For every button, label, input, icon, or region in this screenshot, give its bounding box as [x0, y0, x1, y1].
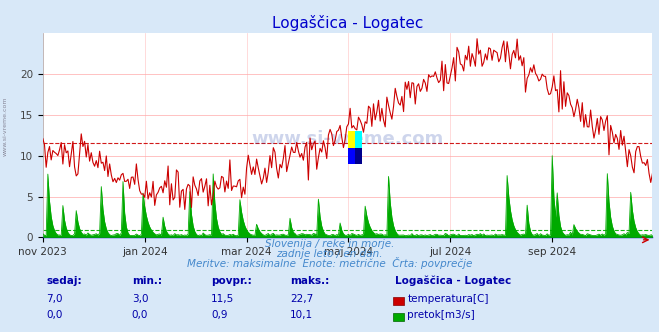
Text: Slovenija / reke in morje.: Slovenija / reke in morje.: [265, 239, 394, 249]
Text: 10,1: 10,1: [290, 310, 313, 320]
Text: www.si-vreme.com: www.si-vreme.com: [3, 96, 8, 156]
Text: 7,0: 7,0: [46, 294, 63, 304]
Text: 11,5: 11,5: [211, 294, 234, 304]
Text: maks.:: maks.:: [290, 276, 330, 286]
Text: www.si-vreme.com: www.si-vreme.com: [252, 130, 444, 148]
Text: sedaj:: sedaj:: [46, 276, 82, 286]
Bar: [355, 147, 362, 164]
Text: Logaščica - Logatec: Logaščica - Logatec: [395, 275, 511, 286]
Bar: [355, 131, 362, 147]
Text: zadnje leto / en dan.: zadnje leto / en dan.: [276, 249, 383, 259]
Text: 0,0: 0,0: [132, 310, 148, 320]
Text: 0,0: 0,0: [46, 310, 63, 320]
Text: temperatura[C]: temperatura[C]: [407, 294, 489, 304]
Text: 0,9: 0,9: [211, 310, 227, 320]
Bar: [349, 131, 355, 147]
Text: 3,0: 3,0: [132, 294, 148, 304]
Text: 22,7: 22,7: [290, 294, 313, 304]
Text: min.:: min.:: [132, 276, 162, 286]
Bar: [349, 147, 355, 164]
Title: Logaščica - Logatec: Logaščica - Logatec: [272, 15, 423, 31]
Text: pretok[m3/s]: pretok[m3/s]: [407, 310, 475, 320]
Text: povpr.:: povpr.:: [211, 276, 252, 286]
Text: Meritve: maksimalne  Enote: metrične  Črta: povprečje: Meritve: maksimalne Enote: metrične Črta…: [186, 257, 473, 269]
